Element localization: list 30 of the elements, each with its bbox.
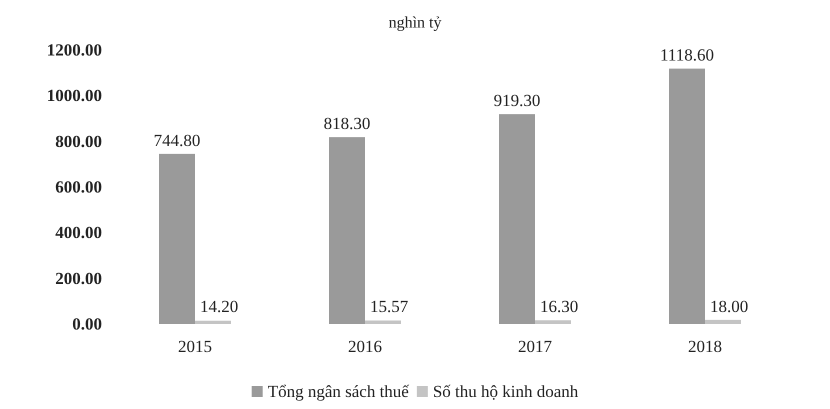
bar [329, 137, 365, 324]
y-tick-label: 0.00 [72, 314, 102, 334]
x-tick-label: 2017 [518, 337, 552, 356]
data-label: 15.57 [370, 297, 409, 316]
bar [535, 320, 571, 324]
data-label: 16.30 [540, 297, 578, 316]
y-tick-label: 400.00 [55, 223, 102, 242]
bar [159, 154, 195, 324]
y-tick-label: 200.00 [55, 268, 102, 288]
x-tick-label: 2015 [178, 337, 212, 356]
bar [499, 114, 535, 324]
y-tick-label: 800.00 [55, 132, 102, 151]
y-tick-label: 1200.00 [46, 40, 102, 60]
chart-title: nghìn tỷ [388, 14, 442, 32]
y-tick-label: 1000.00 [46, 86, 102, 106]
bar [705, 320, 741, 324]
data-label: 18.00 [710, 297, 748, 316]
y-tick-label: 600.00 [55, 178, 102, 196]
data-label: 919.30 [494, 91, 540, 110]
data-label: 1118.60 [660, 46, 714, 65]
legend-label: Số thu hộ kinh doanh [432, 382, 579, 401]
x-tick-label: 2016 [348, 337, 382, 356]
legend-label: Tổng ngân sách thuế [268, 382, 410, 401]
data-label: 818.30 [324, 114, 370, 134]
bar [365, 320, 401, 324]
data-label: 14.20 [200, 297, 238, 316]
bar [195, 320, 231, 324]
x-tick-label: 2018 [688, 337, 722, 356]
bar [669, 68, 705, 324]
data-label: 744.80 [154, 130, 200, 150]
